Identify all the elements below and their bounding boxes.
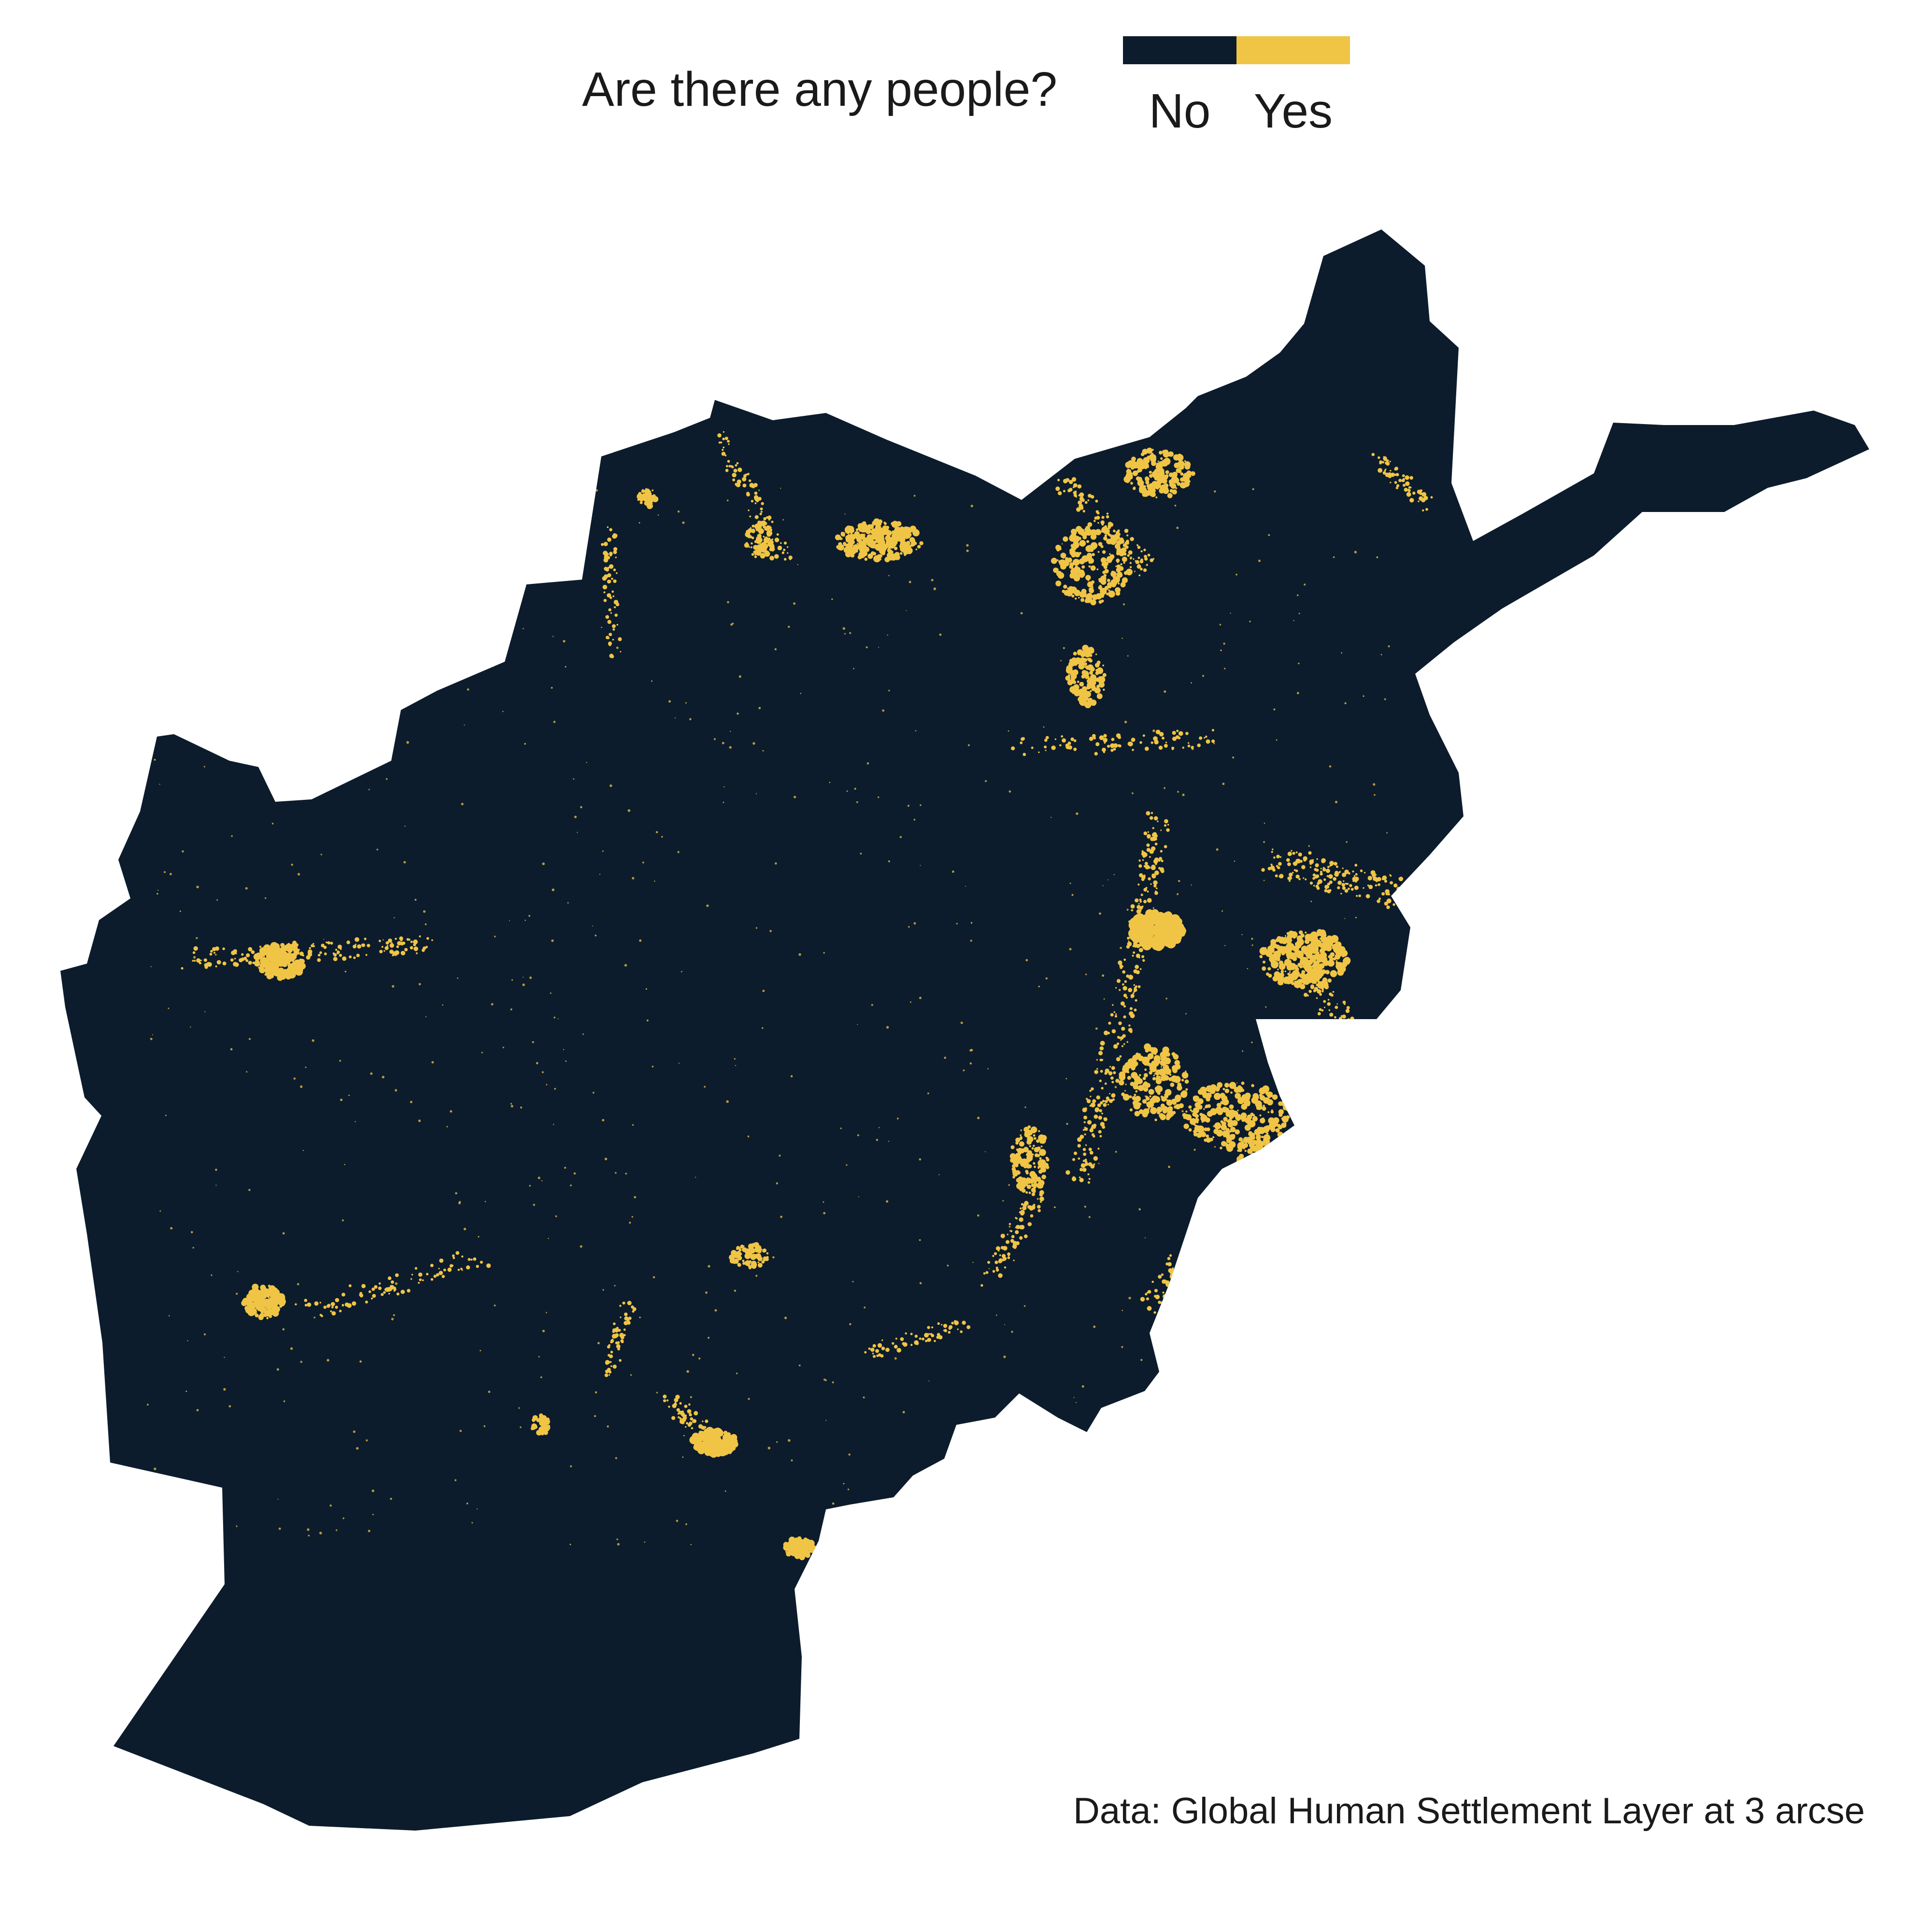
legend-label-yes: Yes	[1253, 84, 1333, 138]
legend-swatch-yes	[1236, 36, 1350, 64]
legend-swatch-no	[1123, 36, 1236, 64]
legend-title: Are there any people?	[582, 62, 1058, 116]
data-source-caption: Data: Global Human Settlement Layer at 3…	[1073, 1790, 1865, 1832]
legend-label-no: No	[1149, 84, 1211, 138]
country-region	[60, 229, 1869, 1831]
settlement-dots	[144, 431, 1433, 1561]
